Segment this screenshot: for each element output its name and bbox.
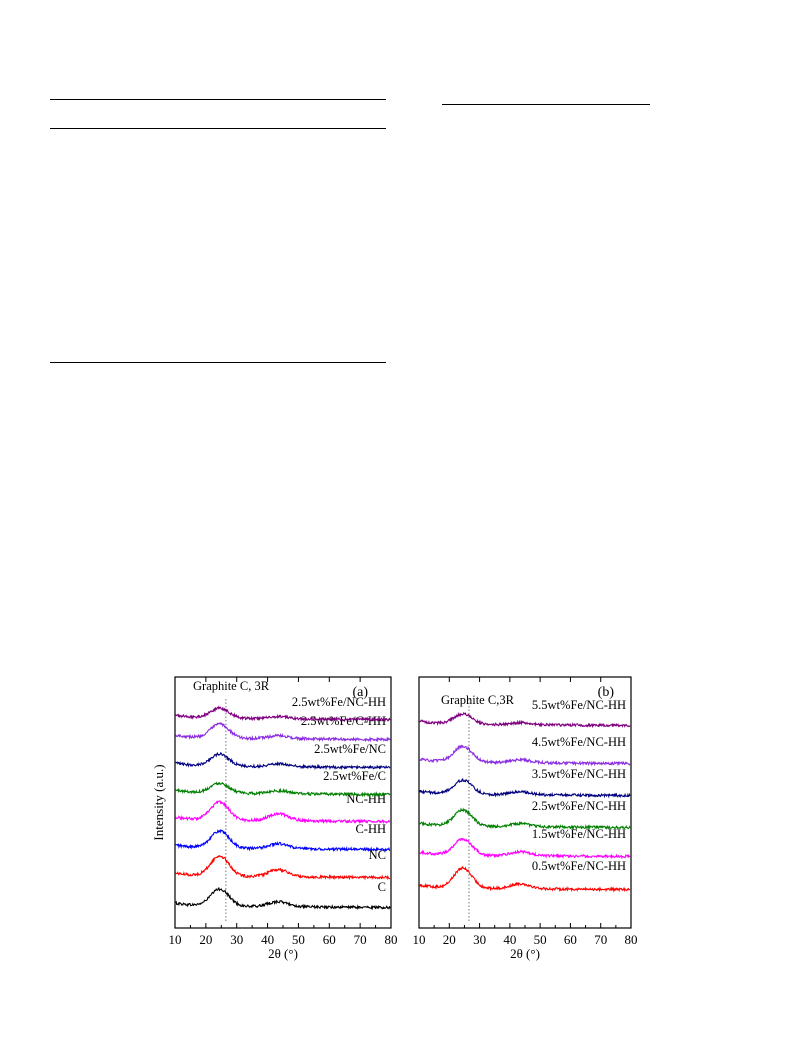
x-tick-label: 60 — [564, 932, 577, 947]
series-label: 5.5wt%Fe/NC-HH — [532, 698, 626, 712]
x-axis-label: 2θ (°) — [510, 946, 540, 961]
table-bottom-rule — [50, 362, 386, 363]
x-tick-label: 60 — [323, 932, 336, 947]
series-line — [419, 807, 631, 831]
table-top-rule — [50, 99, 386, 100]
series-label: 2.5wt%Fe/NC — [314, 742, 386, 756]
series-line — [175, 800, 391, 825]
series-line — [419, 865, 631, 893]
x-tick-label: 40 — [261, 932, 274, 947]
series-line — [175, 751, 391, 771]
graphite-annotation: Graphite C,3R — [441, 693, 515, 707]
x-tick-label: 70 — [354, 932, 367, 947]
series-line — [419, 711, 631, 729]
chart-panel-b: 10 20 30 40 50 60 70 80 2θ (°) Graphite C,3R (b) 0.… — [413, 676, 638, 961]
series-line — [175, 722, 391, 743]
x-tick-label: 10 — [169, 932, 182, 947]
series-label: 2.5wt%Fe/C — [323, 769, 386, 783]
series-label: 1.5wt%Fe/NC-HH — [532, 827, 626, 841]
series-line — [175, 828, 391, 853]
series-line — [419, 837, 631, 860]
x-tick-label: 80 — [385, 932, 398, 947]
series-label: C-HH — [355, 822, 386, 836]
series-label: NC — [369, 848, 386, 862]
series-line — [175, 705, 391, 723]
x-tick-label: 20 — [443, 932, 456, 947]
panel-label: (b) — [598, 685, 615, 700]
x-tick-label: 30 — [230, 932, 243, 947]
series-label: 3.5wt%Fe/NC-HH — [532, 767, 626, 781]
series-line — [419, 777, 631, 799]
x-tick-label: 30 — [473, 932, 486, 947]
x-tick-label: 10 — [413, 932, 426, 947]
x-tick-label: 70 — [594, 932, 607, 947]
series-label: C — [378, 880, 386, 894]
x-tick-label: 80 — [625, 932, 638, 947]
series-line — [419, 744, 631, 767]
series-line — [175, 854, 391, 881]
table-header-rule — [50, 128, 386, 129]
x-axis-label: 2θ (°) — [268, 946, 298, 961]
x-tick-label: 50 — [292, 932, 305, 947]
x-tick-label: 20 — [199, 932, 212, 947]
chart-panel-a: 10 20 30 40 50 60 70 80 2θ (°) Intensity (a.u.) Gr… — [151, 676, 398, 961]
series-label: 2.5wt%Fe/NC-HH — [292, 695, 386, 709]
series-label: 0.5wt%Fe/NC-HH — [532, 859, 626, 873]
y-axis-label: Intensity (a.u.) — [151, 764, 166, 840]
series-label: 4.5wt%Fe/NC-HH — [532, 735, 626, 749]
series-label: 2.5wt%Fe/C-HH — [301, 714, 386, 728]
series-label: 2.5wt%Fe/NC-HH — [532, 799, 626, 813]
series-line — [175, 887, 391, 911]
series-line — [175, 781, 391, 798]
x-tick-label: 50 — [534, 932, 547, 947]
right-column-rule — [442, 104, 650, 105]
panel-label: (a) — [352, 685, 368, 700]
graphite-annotation: Graphite C, 3R — [193, 679, 270, 693]
x-tick-label: 40 — [503, 932, 516, 947]
